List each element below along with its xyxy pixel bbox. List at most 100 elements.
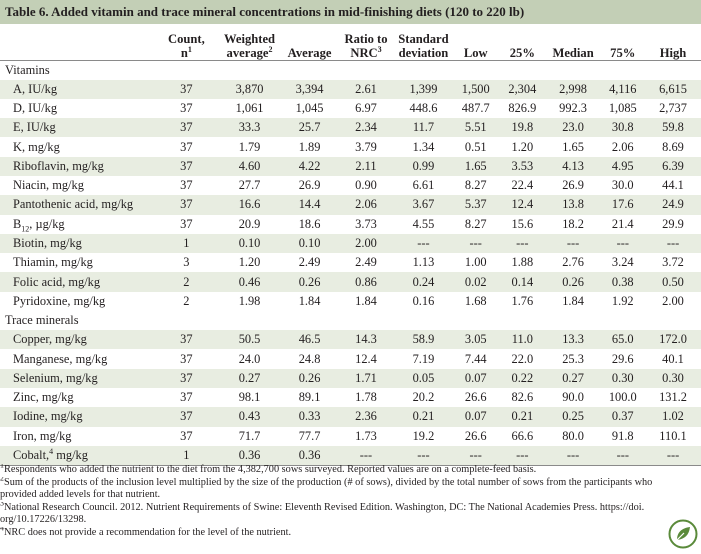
table-cell: --- bbox=[337, 445, 395, 467]
leaf-logo-icon bbox=[668, 519, 698, 549]
column-header-line2: Average bbox=[282, 46, 338, 60]
table-cell: 0.14 bbox=[499, 272, 546, 292]
table-row: Folic acid, mg/kg 2 0.46 0.26 0.86 0.24 0.02 0.… bbox=[0, 272, 701, 292]
table-row: D, IU/kg 37 1,061 1,045 6.97 448.6 487.7 826.9 9… bbox=[0, 99, 701, 118]
table-cell: 29.6 bbox=[611, 351, 634, 366]
row-label-text: Thiamin, mg/kg bbox=[13, 255, 93, 270]
table-cell: 26.6 bbox=[464, 428, 487, 443]
table-cell: 25.3 bbox=[562, 351, 584, 366]
row-label-text: E, IU/kg bbox=[13, 120, 56, 135]
column-header-text: Average bbox=[287, 45, 332, 60]
row-label-text: K, mg/kg bbox=[13, 139, 60, 154]
table-cell: 14.4 bbox=[281, 195, 338, 215]
table-cell: 8.69 bbox=[662, 139, 684, 154]
footnote: 4NRC does not provide a recommendation f… bbox=[0, 527, 701, 540]
table-cell: 2.49 bbox=[298, 255, 321, 270]
table-cell: 1.84 bbox=[355, 293, 377, 308]
table-cell: 131.2 bbox=[659, 390, 687, 405]
nutrient-table: Count, n1 Weighted average2 Average Ratio to N… bbox=[0, 27, 701, 467]
table-cell: 0.21 bbox=[499, 407, 546, 427]
column-header: Low bbox=[452, 27, 500, 61]
table-cell: 4.22 bbox=[281, 156, 338, 176]
column-header-line2: Median bbox=[546, 46, 601, 60]
table-cell: --- bbox=[499, 445, 546, 467]
table-row: Manganese, mg/kg 37 24.0 24.8 12.4 7.19 7.44 22… bbox=[0, 349, 701, 368]
table-cell: --- bbox=[452, 445, 500, 467]
table-cell: 1.88 bbox=[511, 255, 534, 270]
table-cell: 30.0 bbox=[611, 178, 634, 193]
table-cell: 0.22 bbox=[499, 368, 546, 388]
table-cell: 0.99 bbox=[394, 156, 453, 176]
table-cell: 826.9 bbox=[508, 100, 537, 115]
footnote: org/10.17226/13298. bbox=[0, 514, 701, 527]
table-cell: 33.3 bbox=[217, 118, 282, 138]
footnote-text: org/10.17226/13298. bbox=[0, 514, 87, 526]
row-label: Folic acid, mg/kg bbox=[0, 272, 156, 292]
column-header-line2: High bbox=[645, 46, 701, 60]
section-row: Vitamins bbox=[0, 60, 701, 80]
table-cell: 18.2 bbox=[562, 216, 584, 231]
table-cell: 19.8 bbox=[499, 118, 546, 138]
row-label: Pyridoxine, mg/kg bbox=[0, 292, 155, 311]
table-cell: 37 bbox=[180, 428, 193, 443]
table-cell: 1,500 bbox=[452, 79, 500, 99]
footnote-text: provided added levels for that nutrient. bbox=[0, 489, 161, 501]
column-header-line2: deviation bbox=[394, 46, 452, 60]
table-cell: 0.37 bbox=[600, 407, 646, 427]
table-cell: 2,304 bbox=[499, 79, 546, 99]
row-label-text: Copper, mg/kg bbox=[13, 332, 87, 347]
table-cell: 1.34 bbox=[412, 139, 435, 154]
table-row: Riboflavin, mg/kg 37 4.60 4.22 2.11 0.99 1.65 3… bbox=[0, 156, 701, 176]
row-label-text: D, IU/kg bbox=[13, 100, 58, 115]
table-cell: --- bbox=[645, 445, 701, 467]
table-cell: 89.1 bbox=[298, 390, 321, 405]
table-row: K, mg/kg 37 1.79 1.89 3.79 1.34 0.51 1.20 1.65 2.… bbox=[0, 137, 701, 156]
table-cell: 0.26 bbox=[545, 272, 601, 292]
column-header: 75% bbox=[600, 27, 646, 61]
table-cell: 37 bbox=[180, 178, 193, 193]
footnote-text: Respondents who added the nutrient to th… bbox=[4, 464, 537, 475]
row-label-text: Manganese, mg/kg bbox=[13, 351, 108, 366]
column-header bbox=[0, 27, 156, 61]
table-cell: 0.27 bbox=[217, 368, 282, 388]
column-header-line2: n1 bbox=[155, 44, 217, 60]
table-cell: 1.20 bbox=[511, 139, 534, 154]
column-header-text: average bbox=[226, 45, 269, 60]
table-cell: 2.36 bbox=[337, 407, 395, 427]
table-cell: --- bbox=[499, 233, 546, 254]
table-cell: 3.24 bbox=[611, 255, 634, 270]
column-header: Weighted average2 bbox=[217, 27, 282, 61]
table-cell: 0.24 bbox=[394, 272, 453, 292]
table-row: Pyridoxine, mg/kg 2 1.98 1.84 1.84 0.16 1.68 1.… bbox=[0, 292, 701, 311]
table-cell: 37 bbox=[155, 407, 218, 427]
table-row: Copper, mg/kg 37 50.5 46.5 14.3 58.9 3.05 11.0 1… bbox=[0, 330, 701, 350]
table-cell: 24.8 bbox=[298, 351, 321, 366]
footnote-marker: 1 bbox=[187, 44, 192, 54]
table-cell: 5.51 bbox=[452, 118, 500, 138]
table-cell: 37 bbox=[180, 351, 193, 366]
table-cell: 25.7 bbox=[281, 118, 338, 138]
table-cell: 2 bbox=[183, 293, 190, 308]
table-cell: 3.72 bbox=[662, 255, 684, 270]
footnote-marker: 3 bbox=[377, 44, 382, 54]
row-label: Pantothenic acid, mg/kg bbox=[0, 195, 156, 215]
row-label-subscript: 12 bbox=[21, 224, 30, 234]
table-cell: 58.9 bbox=[394, 330, 453, 350]
table-cell: 30.8 bbox=[600, 118, 646, 138]
row-label: E, IU/kg bbox=[0, 118, 156, 138]
row-label-text: Iron, mg/kg bbox=[13, 428, 72, 443]
row-label: Biotin, mg/kg bbox=[0, 233, 156, 254]
table-cell: 37 bbox=[180, 390, 193, 405]
row-label: Iodine, mg/kg bbox=[0, 407, 156, 427]
table-cell: 24.9 bbox=[645, 195, 701, 215]
table-cell: 3.79 bbox=[355, 139, 377, 154]
table-cell: 37 bbox=[155, 330, 218, 350]
table-cell: 0.16 bbox=[412, 293, 435, 308]
footnote-text: NRC does not provide a recommendation fo… bbox=[4, 526, 292, 538]
row-label-text: Zinc, mg/kg bbox=[13, 390, 74, 405]
column-header-text: 75% bbox=[610, 45, 636, 60]
row-label-text: Folic acid, mg/kg bbox=[13, 274, 101, 289]
table-cell: 0.05 bbox=[394, 368, 453, 388]
row-label-text: B bbox=[13, 216, 22, 231]
table-row: Thiamin, mg/kg 3 1.20 2.49 2.49 1.13 1.00 1.88 2… bbox=[0, 253, 701, 272]
